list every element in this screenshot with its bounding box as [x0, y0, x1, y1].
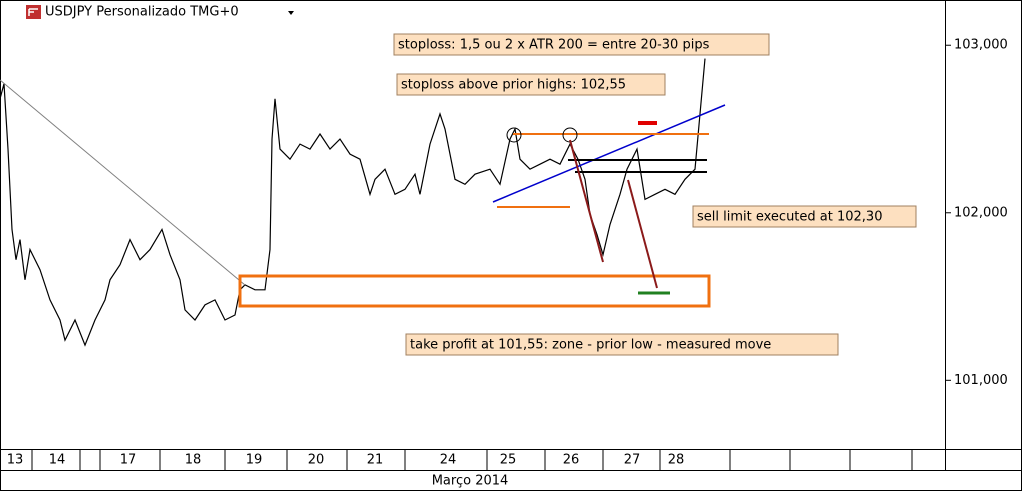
trend-line [492, 104, 726, 203]
x-tick-label: 13 [7, 453, 24, 468]
symbol-icon-mark [28, 8, 38, 16]
annotation: sell limit executed at 102,30 [697, 210, 882, 225]
target-zone [238, 274, 711, 308]
y-tick-label: 101,000 [954, 373, 1008, 388]
annotation-box [396, 73, 666, 96]
x-axis-label: Março 2014 [432, 474, 509, 489]
trend-line [0, 79, 246, 286]
measured-move [627, 179, 658, 289]
high-marker [506, 127, 522, 143]
annotation: take profit at 101,55: zone - prior low … [410, 338, 771, 353]
day-separators [31, 450, 913, 470]
chart-title: USDJPY Personalizado TMG+0 [45, 5, 239, 20]
measured-move [569, 139, 604, 263]
x-tick-label: 19 [246, 453, 263, 468]
annotation-box [405, 333, 839, 356]
annotations: stoploss: 1,5 ou 2 x ATR 200 = entre 20-… [393, 33, 917, 356]
x-tick-label: 17 [120, 453, 137, 468]
x-tick-label: 21 [367, 453, 384, 468]
x-tick-label: 25 [500, 453, 517, 468]
x-tick-label: 18 [185, 453, 202, 468]
drawings [0, 79, 726, 308]
x-tick-label: 28 [668, 453, 685, 468]
annotation: stoploss: 1,5 ou 2 x ATR 200 = entre 20-… [398, 38, 710, 53]
x-tick-label: 20 [308, 453, 325, 468]
x-tick-label: 14 [49, 453, 66, 468]
annotation-box [692, 205, 917, 228]
annotation: stoploss above prior highs: 102,55 [401, 78, 626, 93]
x-tick-label: 26 [563, 453, 580, 468]
y-tick-label: 102,000 [954, 205, 1008, 220]
x-tick-label: 24 [440, 453, 457, 468]
x-tick-label: 27 [624, 453, 641, 468]
y-tick-label: 103,000 [954, 38, 1008, 53]
dropdown-arrow[interactable] [288, 11, 294, 15]
annotation-box [393, 33, 770, 56]
